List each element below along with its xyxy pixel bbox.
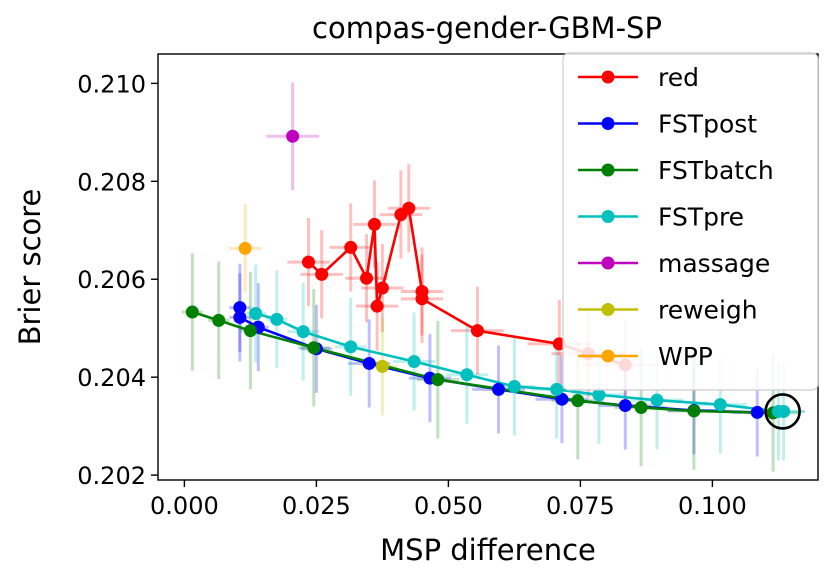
y-tick-label: 0.210 xyxy=(77,70,146,98)
point-FSTpre-4 xyxy=(407,355,421,369)
point-FSTpre-8 xyxy=(592,388,606,402)
x-tick-label: 0.000 xyxy=(150,492,219,520)
y-tick-label: 0.206 xyxy=(77,266,146,294)
legend-marker-FSTbatch xyxy=(601,163,615,177)
point-FSTpost-0 xyxy=(233,301,247,315)
legend-marker-FSTpost xyxy=(601,117,615,130)
point-red-3 xyxy=(360,271,374,285)
y-axis-title: Brier score xyxy=(13,189,47,346)
y-tick-label: 0.202 xyxy=(77,462,146,490)
point-reweigh-0 xyxy=(375,359,389,373)
point-FSTpre-2 xyxy=(296,325,310,339)
point-FSTbatch-3 xyxy=(307,341,321,355)
point-FSTbatch-4 xyxy=(431,373,445,387)
point-red-8 xyxy=(402,201,416,215)
highlight-circle xyxy=(764,393,801,430)
x-tick-label: 0.075 xyxy=(546,492,615,520)
point-FSTpost-4 xyxy=(362,356,376,370)
point-red-2 xyxy=(344,240,358,254)
point-FSTpost-6 xyxy=(492,382,506,396)
point-WPP-0 xyxy=(238,241,252,255)
legend-marker-FSTpre xyxy=(601,210,615,223)
y-axis-ticks: 0.202 0.204 0.206 0.208 0.210 xyxy=(77,70,158,490)
point-red-1 xyxy=(315,267,329,281)
x-axis-title: MSP difference xyxy=(380,533,596,567)
x-tick-label: 0.025 xyxy=(282,492,351,520)
point-red-0 xyxy=(301,255,315,269)
point-FSTpre-12 xyxy=(777,404,791,418)
point-FSTpost-10 xyxy=(750,405,764,419)
point-FSTbatch-5 xyxy=(571,394,585,408)
legend-label-red: red xyxy=(658,63,699,92)
legend-marker-reweigh xyxy=(601,303,615,316)
point-FSTpre-10 xyxy=(713,398,727,412)
point-FSTbatch-2 xyxy=(243,324,257,338)
point-FSTpre-1 xyxy=(270,312,284,326)
x-tick-label: 0.100 xyxy=(678,492,747,520)
x-tick-label: 0.050 xyxy=(414,492,483,520)
legend-label-reweigh: reweigh xyxy=(658,296,758,325)
point-FSTbatch-1 xyxy=(212,313,226,327)
point-FSTpre-6 xyxy=(507,379,521,393)
point-FSTpre-0 xyxy=(249,307,263,321)
legend-label-massage: massage xyxy=(658,249,770,278)
point-FSTpre-5 xyxy=(460,368,474,382)
legend-label-WPP: WPP xyxy=(658,342,713,371)
point-FSTpre-7 xyxy=(550,382,564,396)
point-red-10 xyxy=(415,292,429,306)
data-points xyxy=(185,129,791,420)
point-red-5 xyxy=(370,299,384,313)
highlight-marker xyxy=(764,393,801,430)
legend-label-FSTpost: FSTpost xyxy=(658,110,757,139)
point-FSTpost-8 xyxy=(618,399,632,413)
point-FSTpost-1 xyxy=(233,310,247,324)
point-massage-0 xyxy=(286,129,300,143)
legend-marker-WPP xyxy=(601,349,615,363)
point-FSTbatch-6 xyxy=(634,401,648,415)
legend-label-FSTbatch: FSTbatch xyxy=(658,156,774,185)
point-FSTpre-3 xyxy=(344,340,358,354)
point-red-6 xyxy=(375,281,389,295)
legend: red FSTpost FSTbatch FSTpre massage reweigh WP… xyxy=(562,52,819,391)
point-red-11 xyxy=(470,324,484,338)
point-FSTbatch-0 xyxy=(185,305,199,319)
point-red-4 xyxy=(367,217,381,231)
point-FSTpost-7 xyxy=(555,392,569,406)
point-FSTpre-9 xyxy=(650,393,664,407)
legend-box xyxy=(562,52,819,391)
point-FSTbatch-7 xyxy=(687,404,701,418)
y-tick-label: 0.208 xyxy=(77,168,146,196)
legend-marker-red xyxy=(601,70,615,84)
y-tick-label: 0.204 xyxy=(77,364,146,392)
legend-marker-massage xyxy=(601,256,615,270)
chart-title: compas-gender-GBM-SP xyxy=(312,11,662,45)
x-axis-ticks: 0.000 0.025 0.050 0.075 0.100 xyxy=(150,480,747,520)
legend-label-FSTpre: FSTpre xyxy=(658,203,744,232)
